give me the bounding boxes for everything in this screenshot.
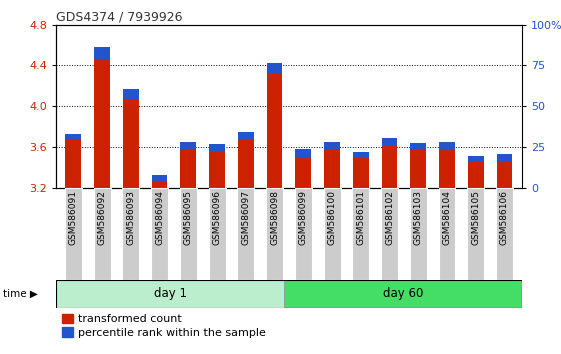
Bar — [439, 142, 455, 149]
Text: GSM586105: GSM586105 — [471, 190, 480, 245]
Text: GSM586106: GSM586106 — [500, 190, 509, 245]
Bar — [324, 142, 340, 150]
FancyBboxPatch shape — [496, 188, 513, 280]
Bar — [209, 152, 225, 188]
Bar — [94, 47, 110, 59]
FancyBboxPatch shape — [209, 188, 226, 280]
Bar — [238, 140, 254, 188]
Text: time ▶: time ▶ — [3, 289, 38, 299]
FancyBboxPatch shape — [180, 188, 197, 280]
Text: GSM586104: GSM586104 — [443, 190, 452, 245]
Bar — [123, 89, 139, 99]
Text: day 60: day 60 — [383, 287, 424, 300]
Bar — [496, 161, 512, 188]
Text: GSM586100: GSM586100 — [328, 190, 337, 245]
FancyBboxPatch shape — [381, 188, 398, 280]
FancyBboxPatch shape — [266, 188, 283, 280]
Text: GSM586098: GSM586098 — [270, 190, 279, 245]
FancyBboxPatch shape — [65, 188, 82, 280]
Bar — [439, 149, 455, 188]
Bar — [296, 149, 311, 157]
Bar — [410, 150, 426, 188]
Legend: transformed count, percentile rank within the sample: transformed count, percentile rank withi… — [62, 314, 266, 338]
Bar — [209, 144, 225, 152]
Bar — [266, 63, 282, 74]
Bar — [468, 156, 484, 162]
FancyBboxPatch shape — [56, 280, 284, 308]
FancyBboxPatch shape — [295, 188, 312, 280]
Text: GSM586095: GSM586095 — [184, 190, 193, 245]
Text: GSM586092: GSM586092 — [98, 190, 107, 245]
FancyBboxPatch shape — [237, 188, 254, 280]
Bar — [410, 143, 426, 150]
FancyBboxPatch shape — [439, 188, 456, 280]
Bar — [66, 134, 81, 139]
Bar — [353, 158, 369, 188]
Bar — [123, 99, 139, 188]
Text: GSM586096: GSM586096 — [213, 190, 222, 245]
Bar — [296, 157, 311, 188]
Bar — [381, 146, 397, 188]
Text: GSM586103: GSM586103 — [414, 190, 423, 245]
Text: GSM586097: GSM586097 — [241, 190, 250, 245]
Text: GSM586102: GSM586102 — [385, 190, 394, 245]
Text: GSM586099: GSM586099 — [299, 190, 308, 245]
Bar — [66, 139, 81, 188]
Bar — [266, 74, 282, 188]
FancyBboxPatch shape — [324, 188, 341, 280]
Text: GSM586091: GSM586091 — [69, 190, 78, 245]
Bar — [94, 59, 110, 188]
Bar — [238, 132, 254, 140]
Text: GSM586093: GSM586093 — [126, 190, 135, 245]
Bar — [151, 182, 168, 188]
Text: GDS4374 / 7939926: GDS4374 / 7939926 — [56, 11, 182, 24]
Text: GSM586094: GSM586094 — [155, 190, 164, 245]
FancyBboxPatch shape — [284, 280, 522, 308]
Bar — [324, 150, 340, 188]
Text: GSM586101: GSM586101 — [356, 190, 365, 245]
Bar — [381, 138, 397, 146]
Bar — [468, 162, 484, 188]
Bar — [353, 152, 369, 158]
FancyBboxPatch shape — [410, 188, 427, 280]
Bar — [181, 142, 196, 150]
FancyBboxPatch shape — [151, 188, 168, 280]
Bar — [181, 150, 196, 188]
FancyBboxPatch shape — [352, 188, 369, 280]
Bar — [151, 176, 168, 182]
FancyBboxPatch shape — [122, 188, 139, 280]
FancyBboxPatch shape — [467, 188, 484, 280]
Text: day 1: day 1 — [154, 287, 187, 300]
Bar — [496, 154, 512, 161]
FancyBboxPatch shape — [94, 188, 111, 280]
